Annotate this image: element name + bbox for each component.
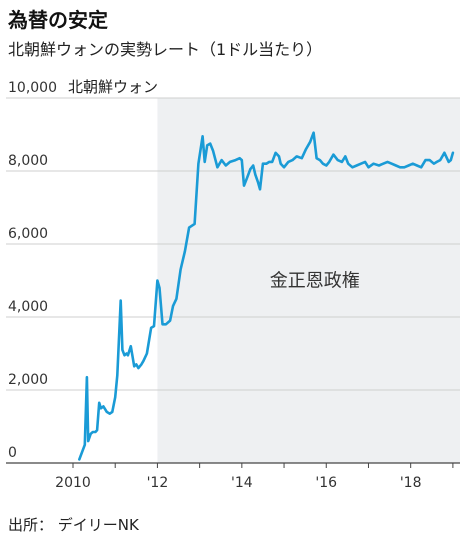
source-note: 出所： デイリーNK: [8, 516, 139, 534]
chart-title: 為替の安定: [8, 8, 108, 32]
x-ticks: 2010 '12 '14 '16 '18: [55, 463, 454, 491]
kim-jong-un-era-label: 金正恩政権: [270, 271, 360, 292]
grid-lines: [6, 97, 460, 391]
y-tick-labels: 0 2,000 4,000 6,000 8,000: [8, 153, 48, 461]
x-tick-label: '12: [147, 475, 169, 491]
y-tick-label: 6,000: [8, 226, 48, 242]
x-tick-label: '14: [231, 475, 253, 491]
kim-jong-un-era-region: [157, 98, 460, 463]
x-tick-label: '16: [315, 475, 337, 491]
y-tick-label: 8,000: [8, 153, 48, 169]
chart-subtitle: 北朝鮮ウォンの実勢レート（1ドル当たり）: [8, 40, 323, 59]
y-axis-unit-label: 北朝鮮ウォン: [68, 78, 158, 96]
x-tick-label: 2010: [55, 475, 91, 491]
y-tick-label: 0: [8, 445, 17, 461]
y-tick-label: 2,000: [8, 372, 48, 388]
x-tick-label: '18: [400, 475, 422, 491]
y-tick-label-top: 10,000: [8, 80, 57, 96]
exchange-rate-line: [78, 131, 455, 461]
y-tick-label: 4,000: [8, 299, 48, 315]
